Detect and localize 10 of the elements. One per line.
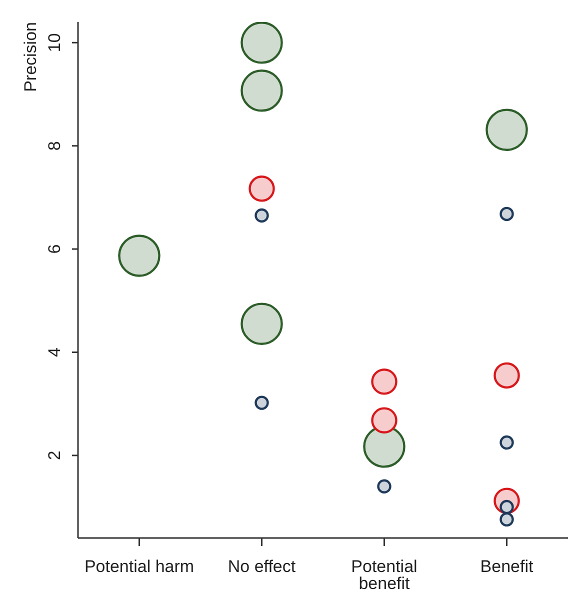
x-tick-label: Potential harm — [84, 557, 194, 576]
y-tick-label: 4 — [45, 348, 64, 357]
x-tick-label: Potential benefit — [351, 557, 418, 594]
x-tick-label: Benefit — [480, 557, 534, 576]
x-tick-label: No effect — [228, 557, 296, 576]
y-axis-title: Precision — [21, 22, 40, 92]
y-tick-label: 6 — [45, 244, 64, 254]
y-tick-label: 2 — [45, 450, 64, 460]
y-tick-label: 10 — [45, 33, 64, 52]
y-tick-label: 8 — [45, 141, 64, 151]
